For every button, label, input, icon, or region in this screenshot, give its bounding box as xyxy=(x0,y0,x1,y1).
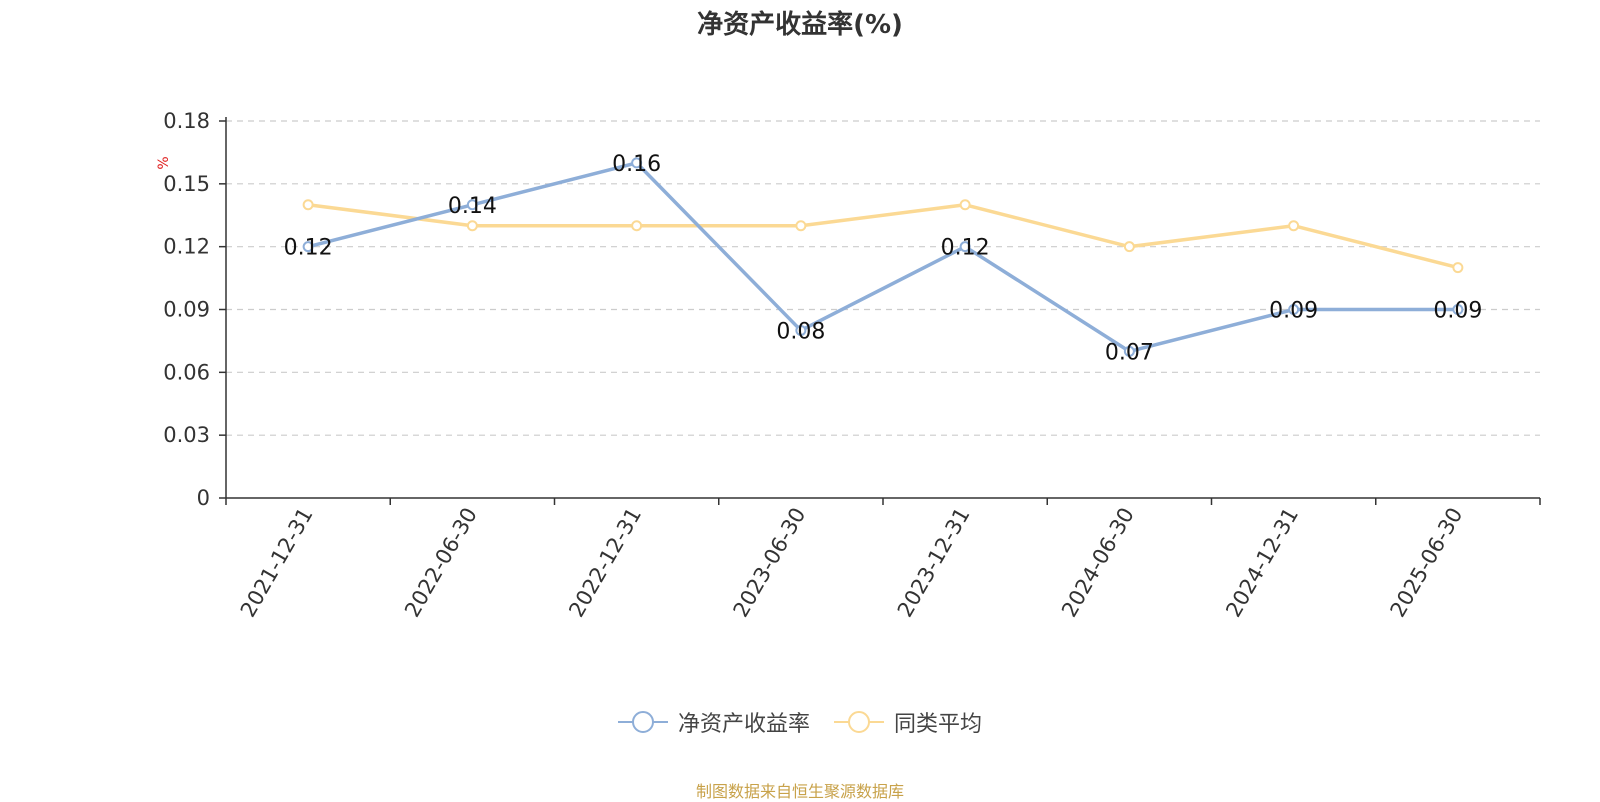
axis-layer: 0 0.03 0.06 0.09 0.12 0.15 0.18% 2021-12-31 2022… xyxy=(156,109,1541,622)
series-point-1 xyxy=(795,220,807,232)
legend-symbol-icon xyxy=(834,711,884,733)
data-label: 0.09 xyxy=(1269,299,1318,324)
series-line-1 xyxy=(307,203,1459,270)
x-tick-label: 2024-12-31 xyxy=(1221,504,1303,622)
y-axis-unit: % xyxy=(156,156,172,169)
y-tick-label: 0.09 xyxy=(163,298,210,322)
x-tick-label: 2021-12-31 xyxy=(236,504,318,622)
data-label: 0.07 xyxy=(1105,340,1154,365)
x-tick-label: 2025-06-30 xyxy=(1386,504,1468,622)
series-point-0 xyxy=(1288,304,1300,315)
series-point-1 xyxy=(466,220,478,232)
x-tick-label: 2023-12-31 xyxy=(893,504,975,622)
series-point-0 xyxy=(466,199,478,211)
x-tick-label: 2023-06-30 xyxy=(729,504,811,622)
series-point-1 xyxy=(1123,241,1135,253)
series-point-0 xyxy=(795,324,807,336)
data-label: 0.12 xyxy=(941,236,990,261)
x-tick-label: 2022-12-31 xyxy=(564,504,646,622)
data-label: 0.14 xyxy=(448,194,497,219)
x-tick-label: 2022-06-30 xyxy=(400,504,482,622)
label-layer: 0.12 0.14 0.16 0.08 0.12 0.07 0.09 0.09 xyxy=(284,152,1483,366)
legend-label: 同类平均 xyxy=(894,712,983,737)
legend-label: 净资产收益率 xyxy=(677,712,810,737)
series-point-0 xyxy=(959,241,971,253)
series-point-0 xyxy=(302,241,314,253)
y-tick-label: 0.18 xyxy=(163,109,210,133)
series-point-0 xyxy=(1123,345,1135,357)
y-tick-label: 0 xyxy=(197,486,210,510)
x-tick-label: 2024-06-30 xyxy=(1057,504,1139,622)
source-note: 制图数据来自恒生聚源数据库 xyxy=(695,782,904,801)
data-label: 0.16 xyxy=(612,152,661,177)
series-layer xyxy=(302,157,1464,357)
series-point-1 xyxy=(1288,220,1300,232)
legend-item-0[interactable]: 净资产收益率 xyxy=(617,706,810,738)
series-point-1 xyxy=(302,199,314,211)
series-point-1 xyxy=(1452,262,1464,274)
y-tick-label: 0.06 xyxy=(163,360,210,384)
chart-title: 净资产收益率(%) xyxy=(697,10,903,40)
data-label: 0.08 xyxy=(776,319,825,344)
series-point-1 xyxy=(959,199,971,211)
series-point-0 xyxy=(631,157,643,169)
data-label: 0.12 xyxy=(284,236,333,261)
y-tick-label: 0.15 xyxy=(163,172,210,196)
series-point-1 xyxy=(631,220,643,232)
legend-item-1[interactable]: 同类平均 xyxy=(834,706,982,738)
series-line-0 xyxy=(307,161,1458,354)
series-point-0 xyxy=(1452,304,1464,315)
y-tick-label: 0.12 xyxy=(163,235,210,259)
y-tick-label: 0.03 xyxy=(163,423,210,447)
grid-layer xyxy=(226,120,1540,436)
legend-symbol-icon xyxy=(617,711,668,733)
data-label: 0.09 xyxy=(1433,299,1482,324)
legend: 净资产收益率 同类平均 xyxy=(0,706,1600,738)
